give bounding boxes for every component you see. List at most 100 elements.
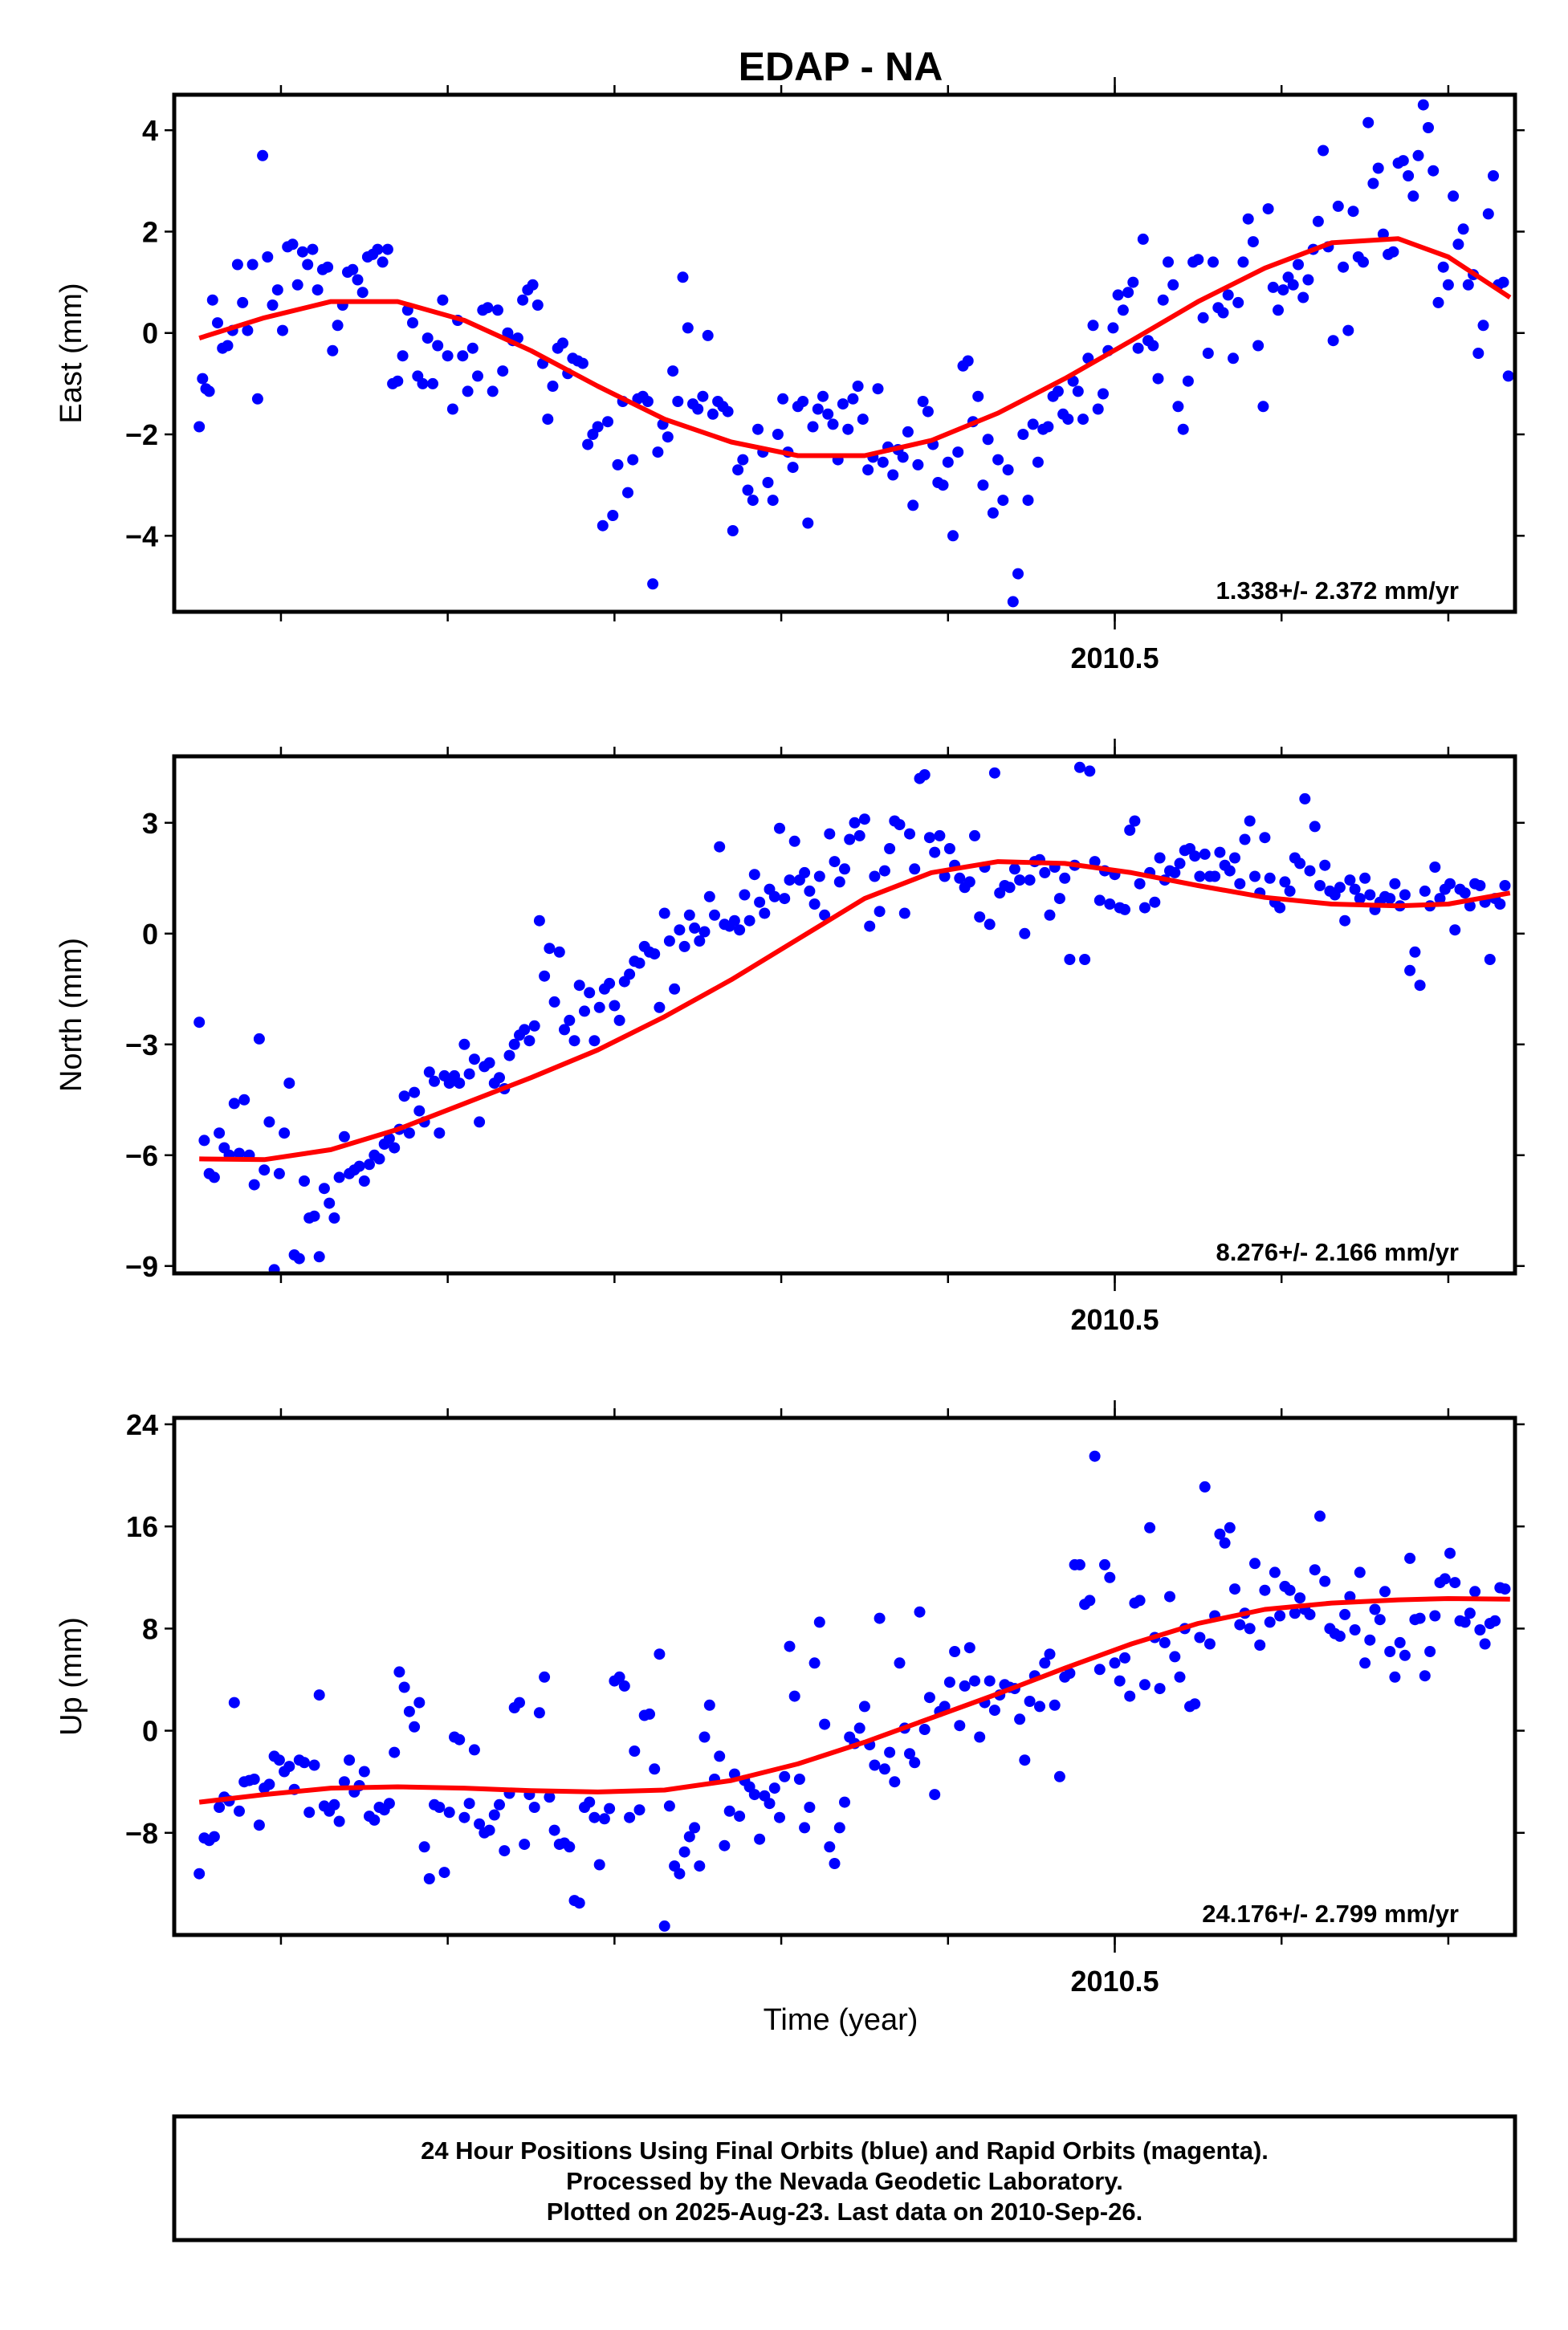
data-point	[842, 423, 854, 435]
data-point	[446, 403, 458, 415]
data-point	[559, 1024, 570, 1036]
data-point	[482, 302, 494, 314]
data-point	[1134, 1595, 1146, 1607]
data-point	[381, 243, 393, 255]
data-point	[1138, 1679, 1151, 1691]
data-point	[333, 1815, 345, 1827]
data-point	[308, 1210, 320, 1222]
data-point	[988, 767, 1000, 779]
data-point	[303, 1807, 316, 1819]
data-point	[874, 906, 886, 918]
data-point	[1249, 1558, 1261, 1570]
data-point	[197, 373, 209, 385]
data-point	[739, 889, 751, 901]
data-point	[358, 1766, 370, 1778]
data-point	[1004, 882, 1016, 894]
data-point	[1234, 878, 1246, 890]
data-point	[624, 1811, 636, 1823]
data-point	[1137, 233, 1149, 245]
data-point	[947, 530, 959, 542]
data-point	[1138, 902, 1151, 914]
data-point	[1024, 874, 1036, 886]
data-point	[779, 893, 791, 905]
data-point	[1192, 254, 1204, 266]
data-point	[1472, 348, 1485, 359]
data-point	[212, 317, 223, 329]
data-point	[808, 898, 821, 910]
data-point	[1027, 418, 1039, 430]
data-point	[1349, 883, 1361, 895]
data-point	[1354, 1566, 1366, 1578]
data-point	[307, 243, 319, 255]
data-point	[313, 1689, 325, 1701]
data-point	[237, 296, 249, 308]
data-point	[589, 1811, 601, 1823]
data-point	[1267, 281, 1279, 293]
data-point	[1014, 1713, 1026, 1725]
data-point	[689, 1822, 701, 1834]
data-point	[602, 416, 613, 428]
data-point	[519, 1024, 531, 1036]
data-point	[527, 279, 539, 291]
data-point	[872, 383, 884, 395]
data-point	[528, 1020, 540, 1032]
data-point	[193, 421, 206, 433]
data-point	[703, 1699, 715, 1711]
data-point	[649, 1763, 661, 1775]
data-point	[799, 1822, 811, 1834]
y-tick-label: 0	[142, 918, 158, 951]
data-point	[734, 924, 746, 936]
data-point	[214, 1127, 226, 1139]
data-point	[1154, 852, 1166, 864]
data-point	[1414, 1612, 1426, 1624]
data-point	[283, 1761, 295, 1773]
data-point	[649, 948, 661, 960]
data-point	[1044, 1648, 1056, 1660]
data-point	[969, 829, 980, 841]
data-point	[487, 385, 499, 397]
y-tick-label: 3	[142, 807, 158, 840]
data-point	[1177, 423, 1189, 435]
data-point	[1034, 1701, 1045, 1713]
data-point	[1302, 274, 1314, 286]
data-point	[434, 1802, 446, 1813]
data-point	[1117, 304, 1129, 316]
data-point	[949, 1646, 961, 1657]
data-point	[1304, 1608, 1316, 1620]
data-point	[1389, 878, 1401, 890]
y-tick-label: 4	[142, 114, 158, 147]
data-point	[1144, 1521, 1156, 1534]
data-point	[1249, 870, 1261, 882]
data-point	[291, 279, 303, 291]
data-point	[982, 434, 994, 446]
data-point	[1457, 223, 1469, 235]
data-point	[246, 259, 259, 271]
data-point	[1444, 878, 1456, 890]
data-point	[462, 385, 474, 397]
data-point	[604, 977, 616, 989]
data-point	[1222, 289, 1234, 301]
data-point	[768, 890, 780, 902]
data-point	[959, 1680, 971, 1692]
data-point	[864, 920, 876, 932]
data-point	[1387, 246, 1399, 258]
data-point	[1052, 385, 1064, 397]
data-point	[203, 385, 215, 397]
data-point	[494, 1072, 505, 1084]
data-point	[1254, 1640, 1266, 1651]
data-point	[1417, 99, 1429, 111]
data-point	[287, 238, 299, 251]
data-point	[193, 1016, 206, 1029]
data-point	[898, 907, 910, 919]
y-tick-label: −8	[125, 1817, 158, 1850]
data-point	[1342, 324, 1354, 336]
data-point	[1488, 170, 1499, 181]
data-point	[253, 1819, 265, 1831]
data-point	[1484, 954, 1496, 965]
data-point	[677, 271, 689, 283]
data-point	[737, 454, 749, 466]
data-point	[472, 370, 483, 382]
data-point	[1073, 1558, 1085, 1570]
data-point	[389, 1142, 401, 1154]
data-point	[308, 1759, 320, 1771]
